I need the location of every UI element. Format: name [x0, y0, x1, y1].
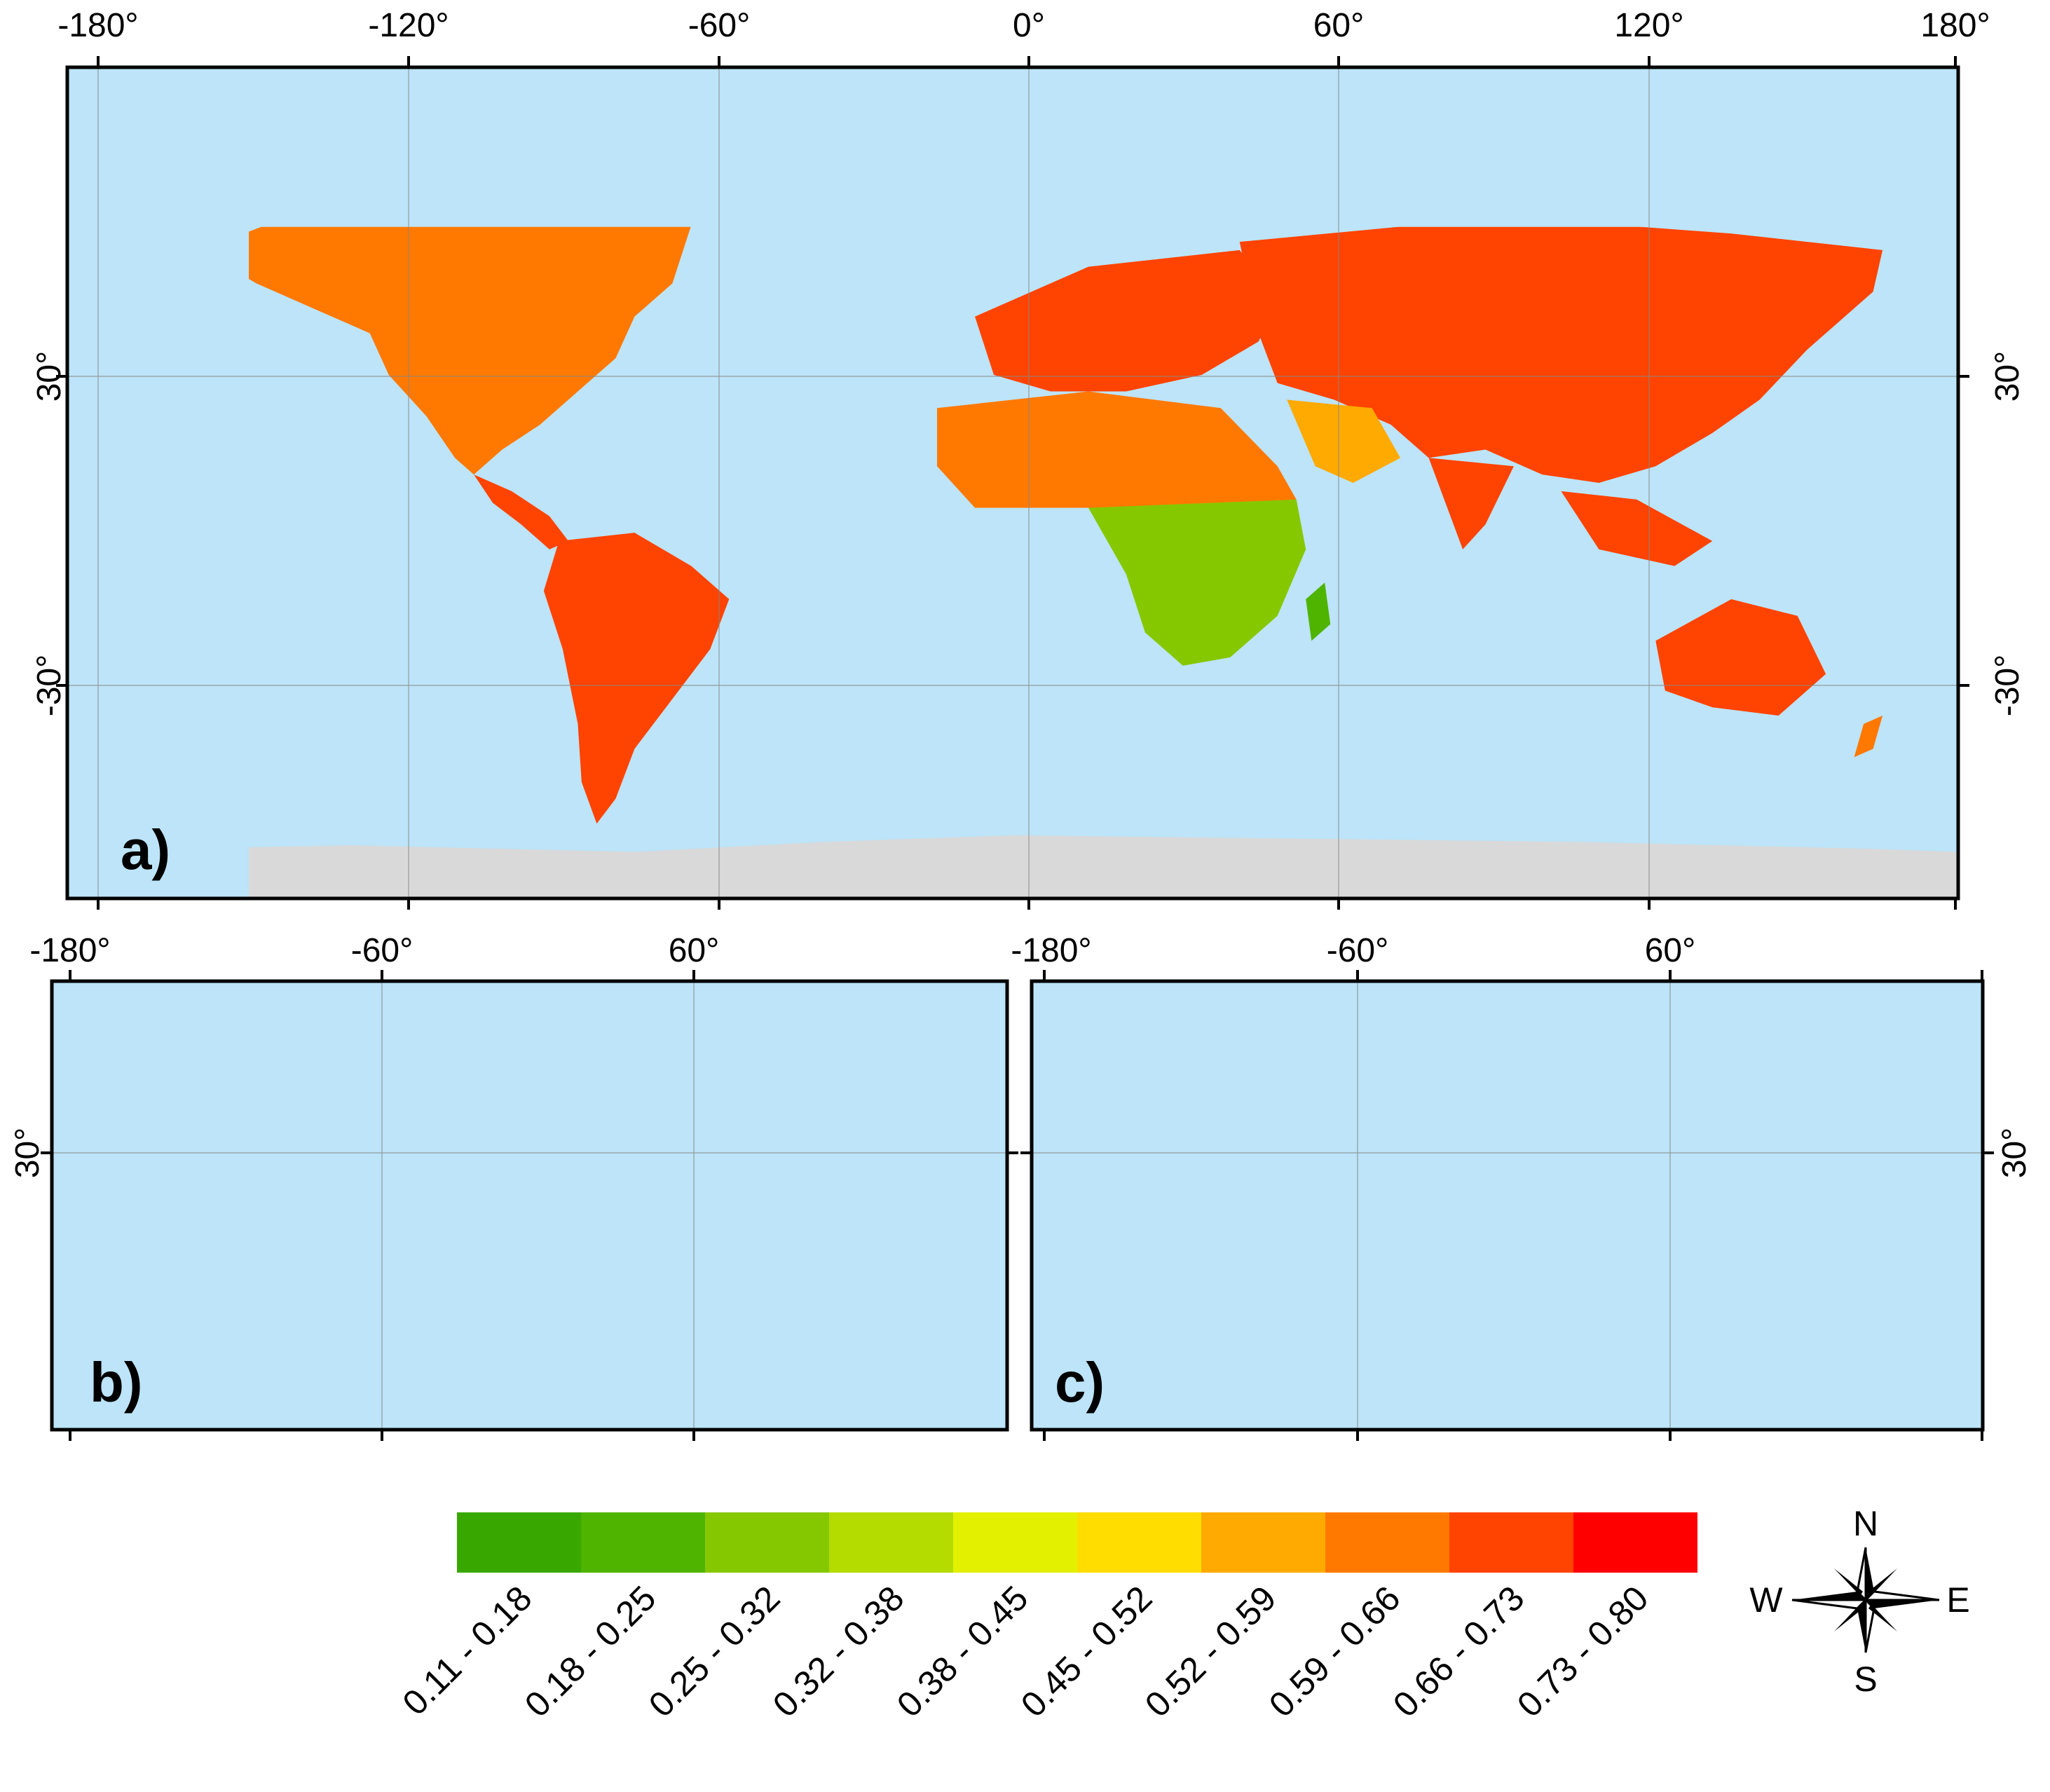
land-region-af-s	[1088, 499, 1306, 666]
legend-swatch	[1449, 1512, 1573, 1573]
panel-label-b: b)	[90, 1351, 143, 1414]
compass-w: W	[1749, 1580, 1783, 1620]
map-frame	[65, 65, 1960, 901]
compass-e: E	[1946, 1580, 1969, 1620]
tick-label-lon: 60°	[669, 932, 720, 969]
map-panel-b: b) -180° -60° 60° 30°	[9, 932, 1018, 1441]
legend-swatch	[1325, 1512, 1449, 1573]
land-region-af-n	[937, 391, 1297, 508]
map-frame	[50, 979, 1009, 1432]
legend-swatch	[1077, 1512, 1201, 1573]
land-region-sa	[543, 533, 730, 824]
legend-swatch	[1201, 1512, 1325, 1573]
panel-label-a: a)	[121, 819, 170, 881]
color-legend: 0.11 - 0.180.18 - 0.250.25 - 0.320.32 - …	[395, 1512, 1697, 1725]
tick-label-lat-left: 30°	[31, 351, 68, 402]
land-region-antarctica	[249, 835, 1958, 898]
land-region-arabia	[1287, 399, 1401, 483]
land-region-asia	[1239, 226, 1883, 483]
graticule-lines	[1032, 981, 1983, 1430]
tick-label-lon: 60°	[1645, 932, 1696, 969]
map-panel-c: c) -180° -60° 60° 30°	[1011, 932, 2033, 1441]
land-region-madagascar	[1306, 582, 1331, 641]
legend-label: 0.73 - 0.80	[1510, 1578, 1656, 1725]
tick-label-lon: -60°	[351, 932, 414, 969]
tick-label-lon: -60°	[1327, 932, 1389, 969]
legend-label: 0.66 - 0.73	[1386, 1578, 1532, 1725]
compass-s: S	[1854, 1660, 1877, 1699]
land-region-sea	[1561, 491, 1713, 566]
legend-label: 0.45 - 0.52	[1013, 1578, 1160, 1725]
map-panel-a: a) -180° -120° -60° 0° 60° 120° 180° 30°…	[31, 7, 2026, 910]
map-frame	[1030, 979, 1985, 1432]
legend-swatch	[457, 1512, 581, 1573]
tick-label-lon: 120°	[1614, 7, 1683, 44]
panel-label-c: c)	[1055, 1351, 1105, 1414]
legend-swatch	[705, 1512, 829, 1573]
land-region-na	[249, 226, 691, 475]
top-tick-labels-b: -180° -60° 60°	[29, 932, 719, 969]
legend-label: 0.25 - 0.32	[641, 1578, 788, 1725]
legend-label: 0.11 - 0.18	[395, 1578, 539, 1723]
legend-label: 0.32 - 0.38	[765, 1578, 912, 1725]
tick-label-lon: -180°	[29, 932, 110, 969]
tick-label-lat-right: 30°	[1989, 351, 2026, 402]
legend-label: 0.59 - 0.66	[1262, 1578, 1408, 1725]
tick-label-lon: 0°	[1013, 7, 1045, 44]
tick-label-lon: 180°	[1920, 7, 1990, 44]
tick-label-lon: -180°	[57, 7, 138, 44]
tick-label-lon: -180°	[1011, 932, 1091, 969]
tick-label-lat-left: -30°	[31, 655, 68, 717]
tick-label-lon: -120°	[368, 7, 449, 44]
tick-label-lat-right: 30°	[1996, 1128, 2033, 1179]
top-tick-labels-a: -180° -120° -60° 0° 60° 120° 180°	[57, 7, 1990, 44]
legend-swatch	[829, 1512, 953, 1573]
legend-label: 0.18 - 0.25	[517, 1578, 664, 1725]
legend-swatch	[1573, 1512, 1697, 1573]
legend-swatch	[953, 1512, 1077, 1573]
north-arrow-compass-icon: N S E W	[1749, 1504, 1969, 1699]
land-region-ca	[474, 474, 568, 549]
ocean-background	[1032, 981, 1983, 1430]
top-tick-labels-c: -180° -60° 60°	[1011, 932, 1695, 969]
land-region-au	[1655, 599, 1826, 716]
land-region-nz	[1854, 716, 1883, 758]
legend-label: 0.38 - 0.45	[889, 1578, 1036, 1725]
compass-n: N	[1853, 1504, 1878, 1543]
legend-label: 0.52 - 0.59	[1137, 1578, 1284, 1725]
tick-label-lon: -60°	[688, 7, 751, 44]
legend-swatch	[581, 1512, 705, 1573]
graticule-lines	[67, 67, 1958, 898]
tick-label-lat-left: 30°	[9, 1128, 46, 1179]
land-region-india	[1428, 458, 1514, 549]
tick-label-lat-right: -30°	[1989, 655, 2026, 717]
land-region-eu	[975, 249, 1278, 392]
ocean-background	[52, 981, 1007, 1430]
tick-label-lon: 60°	[1313, 7, 1365, 44]
graticule-lines	[52, 981, 1007, 1430]
